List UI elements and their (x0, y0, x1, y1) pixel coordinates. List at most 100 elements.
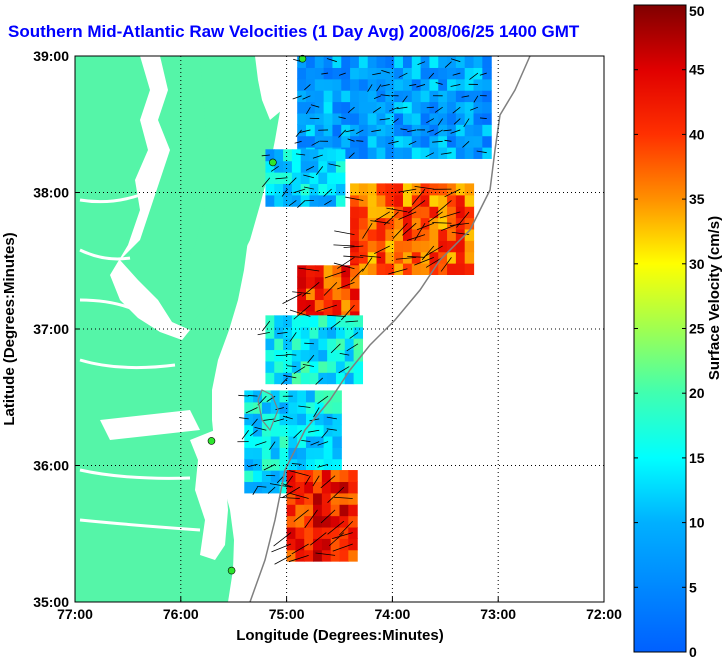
velocity-cell (318, 194, 328, 207)
velocity-cell (291, 338, 302, 351)
velocity-cell (335, 172, 346, 184)
x-tick-label: 76:00 (163, 606, 199, 622)
velocity-vector (374, 245, 390, 255)
velocity-cell (429, 240, 439, 253)
velocity-cell (279, 413, 289, 426)
velocity-vector (350, 268, 364, 282)
velocity-cell (473, 78, 483, 91)
velocity-cell (402, 263, 413, 275)
velocity-vector (280, 377, 288, 385)
velocity-vector (444, 139, 452, 142)
velocity-cell (314, 135, 325, 148)
velocity-vector (338, 520, 354, 536)
velocity-cell (323, 435, 334, 448)
velocity-vector (285, 353, 297, 356)
velocity-cell (385, 251, 395, 264)
velocity-cell (358, 228, 369, 241)
velocity-vector (417, 61, 426, 66)
velocity-vector (245, 407, 258, 414)
velocity-vector (254, 426, 267, 431)
velocity-cell (464, 67, 475, 80)
velocity-cell (353, 372, 364, 385)
velocity-vector (298, 267, 320, 272)
velocity-cell (309, 160, 319, 173)
velocity-cell (288, 413, 298, 426)
velocity-cell (376, 217, 386, 230)
velocity-vector (412, 188, 426, 205)
velocity-cell (429, 67, 439, 80)
velocity-cell (394, 251, 404, 264)
velocity-cell (358, 206, 369, 219)
velocity-cell (261, 390, 272, 403)
velocity-cell (376, 67, 386, 80)
velocity-cell (376, 194, 386, 207)
velocity-vector (398, 72, 408, 78)
velocity-cell (283, 338, 293, 351)
radar-stations (207, 54, 307, 575)
velocity-cell (376, 112, 386, 125)
velocity-cell (447, 194, 457, 207)
velocity-cell (309, 315, 319, 328)
velocity-cell (341, 135, 351, 148)
velocity-cell (429, 124, 439, 137)
velocity-vector (295, 153, 306, 156)
velocity-cell (385, 124, 395, 137)
velocity-cell (314, 276, 325, 289)
velocity-cell (350, 101, 360, 114)
velocity-cell (394, 90, 404, 103)
velocity-cell (332, 413, 342, 426)
velocity-cell (323, 135, 334, 148)
velocity-cell (438, 101, 448, 114)
velocity-cell (339, 481, 349, 494)
velocity-cell (385, 263, 395, 275)
velocity-cell (297, 112, 307, 125)
velocity-cell (367, 147, 378, 159)
velocity-cell (300, 183, 311, 196)
velocity-vector (288, 554, 309, 563)
velocity-cell (332, 124, 342, 137)
velocity-cell (323, 56, 334, 68)
velocity-vector (304, 342, 314, 345)
velocity-cell (367, 124, 378, 137)
velocity-cell (309, 338, 319, 351)
velocity-cell (300, 360, 311, 373)
velocity-vector (312, 154, 323, 159)
velocity-vector (452, 106, 461, 114)
velocity-vector (328, 163, 341, 167)
velocity-cell (455, 206, 466, 219)
velocity-cell (305, 101, 316, 114)
velocity-cell (464, 228, 475, 241)
velocity-cell (305, 458, 316, 471)
velocity-cell (358, 124, 369, 137)
colorbar-tick-label: 45 (689, 62, 705, 78)
velocity-vector (282, 293, 302, 304)
velocity-cell (327, 349, 337, 362)
velocity-cell (318, 372, 328, 385)
velocity-vector (444, 61, 452, 68)
velocity-cell (288, 401, 298, 414)
velocity-cell (323, 401, 334, 414)
figure-title: Southern Mid-Atlantic Raw Velocities (1 … (8, 22, 580, 41)
velocity-vector (299, 129, 311, 133)
y-tick-label: 39:00 (33, 48, 69, 64)
velocity-cell (323, 299, 334, 312)
velocity-vector (283, 374, 297, 379)
velocity-cell (420, 228, 431, 241)
velocity-cell (335, 149, 346, 162)
velocity-cell (283, 160, 293, 173)
velocity-vector (312, 475, 320, 487)
velocity-cell (350, 206, 360, 219)
velocity-cell (344, 372, 355, 385)
velocity-cell (265, 172, 275, 184)
velocity-cell (283, 372, 293, 385)
velocity-vector (380, 94, 390, 97)
velocity-cell (297, 288, 307, 301)
velocity-cell (385, 183, 395, 196)
velocity-cell (288, 390, 298, 403)
velocity-cell (394, 67, 404, 80)
velocity-cell (335, 349, 346, 362)
velocity-cell (350, 56, 360, 68)
velocity-cell (348, 492, 358, 505)
velocity-cell (385, 217, 395, 230)
velocity-cell (341, 101, 351, 114)
